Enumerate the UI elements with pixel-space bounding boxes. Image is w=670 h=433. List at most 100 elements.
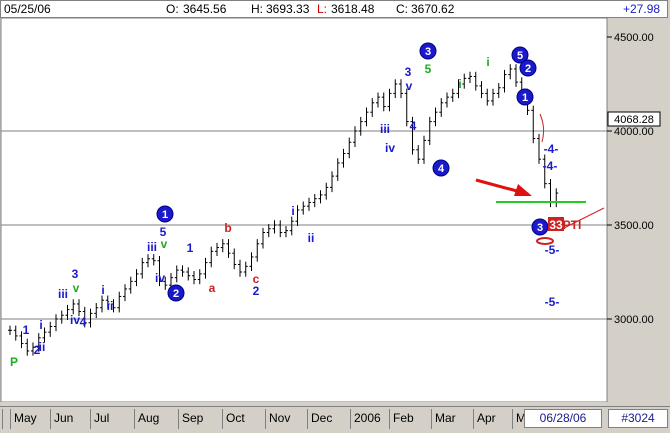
svg-text:i: i: [486, 55, 489, 69]
wave-label: iii: [380, 122, 390, 136]
open-value: 3645.56: [183, 2, 226, 16]
wave-label: i: [39, 318, 42, 332]
month-label: Jun: [54, 411, 73, 425]
y-tick-label: 3500.00: [614, 220, 654, 232]
high-value: 3693.33: [266, 2, 309, 16]
svg-text:1: 1: [522, 92, 528, 104]
svg-text:PTI: PTI: [563, 218, 582, 232]
month-separator: [10, 409, 11, 429]
wave-label: -4-: [544, 142, 559, 156]
wave-label: 1: [187, 241, 194, 255]
date-box[interactable]: 06/28/06: [524, 409, 602, 428]
axis-separator: [2, 409, 3, 429]
month-label: Jul: [94, 411, 109, 425]
wave-label: v: [406, 79, 413, 93]
svg-text:3: 3: [425, 46, 431, 58]
svg-text:iii: iii: [380, 122, 390, 136]
svg-text:2: 2: [253, 284, 260, 298]
wave-label: i: [101, 283, 104, 297]
svg-text:1: 1: [23, 323, 30, 337]
svg-text:4: 4: [80, 315, 87, 329]
month-separator: [265, 409, 266, 429]
month-label: 2006: [354, 411, 381, 425]
yaxis-panel: [608, 18, 670, 402]
wave-label: 3: [72, 267, 79, 281]
high-label: H:: [251, 2, 263, 16]
wave-label: PTI: [563, 218, 582, 232]
month-label: Nov: [269, 411, 290, 425]
id-box[interactable]: #3024: [608, 409, 668, 428]
wave-label: 4: [433, 160, 449, 176]
wave-label: -5-: [545, 243, 560, 257]
month-separator: [431, 409, 432, 429]
month-separator: [473, 409, 474, 429]
wave-label: iv: [155, 271, 165, 285]
wave-label: 3: [532, 219, 548, 235]
svg-text:-4-: -4-: [543, 159, 558, 173]
wave-label: 1: [23, 323, 30, 337]
wave-label: ii: [107, 299, 114, 313]
wave-label: a: [209, 281, 216, 295]
wave-label: 2: [520, 60, 536, 76]
open-label: O:: [166, 2, 179, 16]
y-tick-label: 4500.00: [614, 32, 654, 44]
svg-text:iii: iii: [58, 287, 68, 301]
svg-text:i: i: [458, 77, 461, 91]
month-label: Feb: [393, 411, 414, 425]
last-price-text: 4068.28: [614, 114, 654, 126]
month-separator: [90, 409, 91, 429]
svg-text:iv: iv: [155, 271, 165, 285]
svg-text:2: 2: [173, 288, 179, 300]
month-separator: [307, 409, 308, 429]
wave-label: v: [73, 281, 80, 295]
price-chart-svg: 3000.003500.004000.004500.00 P12iii3iiii…: [0, 18, 670, 402]
wave-label: -5-: [545, 295, 560, 309]
wave-label: iii: [147, 240, 157, 254]
month-separator: [512, 409, 513, 429]
svg-text:3: 3: [537, 222, 543, 234]
wave-label: 4: [80, 315, 87, 329]
svg-text:5: 5: [425, 62, 432, 76]
month-separator: [50, 409, 51, 429]
low-label: L:: [317, 2, 327, 16]
svg-text:ii: ii: [107, 299, 114, 313]
change-value: +27.98: [623, 2, 660, 16]
month-separator: [350, 409, 351, 429]
wave-label: i: [458, 77, 461, 91]
svg-text:4: 4: [438, 163, 445, 175]
wave-label: 2: [253, 284, 260, 298]
svg-text:33: 33: [549, 218, 563, 232]
wave-label: ii: [39, 340, 46, 354]
close-value: 3670.62: [411, 2, 454, 16]
ohlc-header: 05/25/06 O: 3645.56 H: 3693.33 L: 3618.4…: [0, 0, 668, 18]
price-chart[interactable]: 3000.00 3500.00 4000.00 4500.00 P 1 2 i ii 3 iii i…: [0, 18, 670, 402]
wave-label: b: [224, 221, 231, 235]
wave-label: 2: [168, 285, 184, 301]
month-label: May: [14, 411, 37, 425]
svg-text:v: v: [406, 79, 413, 93]
svg-text:ii: ii: [308, 231, 315, 245]
svg-text:b: b: [224, 221, 231, 235]
svg-text:iv: iv: [385, 141, 395, 155]
wave-label: ii: [308, 231, 315, 245]
month-label: Oct: [226, 411, 245, 425]
svg-text:i: i: [39, 318, 42, 332]
svg-text:i: i: [291, 204, 294, 218]
svg-text:3: 3: [72, 267, 79, 281]
wave-label: 1: [157, 206, 173, 222]
wave-label: 33: [548, 217, 564, 232]
month-label: Dec: [311, 411, 332, 425]
svg-text:2: 2: [525, 63, 531, 75]
month-separator: [222, 409, 223, 429]
wave-label: 1: [517, 89, 533, 105]
svg-text:iii: iii: [147, 240, 157, 254]
wave-label: 4: [410, 119, 417, 133]
month-separator: [178, 409, 179, 429]
month-label: Mar: [435, 411, 456, 425]
close-label: C:: [396, 2, 408, 16]
svg-text:1: 1: [162, 209, 168, 221]
y-tick-label: 3000.00: [614, 314, 654, 326]
wave-label: 5: [425, 62, 432, 76]
time-axis: MayJunJulAugSepOctNovDec2006FebMarAprMay…: [0, 406, 670, 433]
wave-label: iii: [58, 287, 68, 301]
